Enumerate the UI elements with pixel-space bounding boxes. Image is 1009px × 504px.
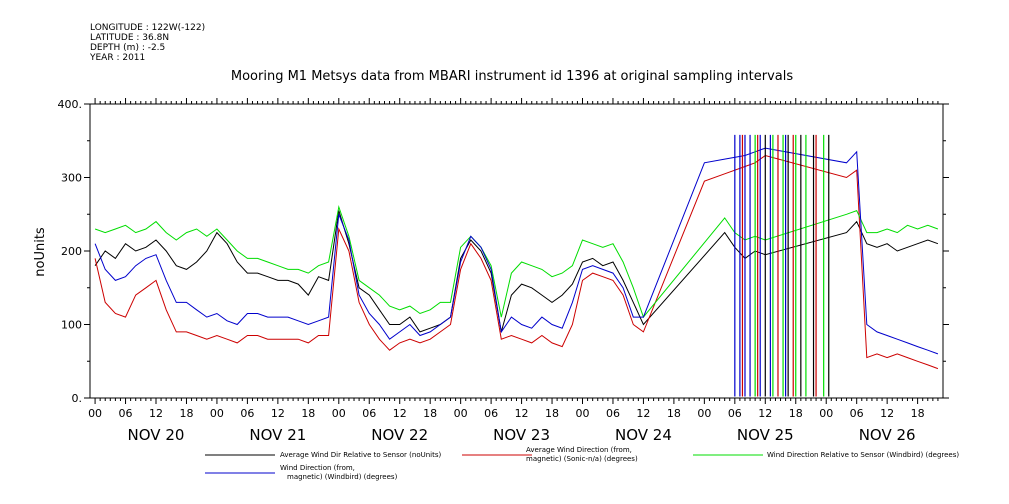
plot-frame — [89, 103, 944, 399]
legend-label-series-3: Wind Direction Relative to Sensor (Windb… — [767, 451, 959, 459]
y-tick-label: 100 — [61, 319, 82, 332]
y-tick-label: 400. — [58, 98, 83, 111]
x-tick-label: 12 — [393, 407, 407, 420]
legend-label-series-4-line2: magnetic) (Windbird) (degrees) — [287, 473, 398, 481]
x-tick-label: 18 — [301, 407, 315, 420]
x-tick-label: 00 — [88, 407, 102, 420]
x-tick-label: 06 — [728, 407, 742, 420]
x-tick-label: 06 — [240, 407, 254, 420]
x-tick-label: 06 — [850, 407, 864, 420]
y-axis-label: noUnits — [33, 227, 48, 277]
x-tick-label: 18 — [789, 407, 803, 420]
series-line-4 — [94, 147, 939, 355]
series-line-1 — [94, 210, 939, 333]
x-tick-label: 12 — [149, 407, 163, 420]
chart-title: Mooring M1 Metsys data from MBARI instru… — [231, 69, 793, 84]
depth-label: DEPTH (m) : -2.5 — [90, 43, 165, 53]
x-tick-label: 00 — [210, 407, 224, 420]
x-day-label: NOV 25 — [737, 426, 794, 444]
x-tick-label: 12 — [880, 407, 894, 420]
x-tick-label: 18 — [911, 407, 925, 420]
x-tick-label: 12 — [758, 407, 772, 420]
longitude-label: LONGITUDE : 122W(-122) — [90, 23, 205, 33]
legend-label-series-2: Average Wind Direction (from, magnetic) … — [526, 446, 638, 463]
tick-labels: 0. 100 200 300 400. 00 06 12 18 00 06 12 18 00 06 12 18 0… — [58, 98, 925, 444]
legend-label-series-1: Average Wind Dir Relative to Sensor (noU… — [280, 451, 441, 459]
series-line-3 — [94, 204, 939, 319]
year-label: YEAR : 2011 — [89, 53, 145, 63]
x-tick-label: 06 — [484, 407, 498, 420]
x-tick-label: 12 — [271, 407, 285, 420]
y-tick-label: 0. — [72, 392, 83, 405]
legend-label-series-2-line2: magnetic) (Sonic-n/a) (degrees) — [526, 455, 638, 463]
x-tick-label: 18 — [667, 407, 681, 420]
x-tick-label: 18 — [179, 407, 193, 420]
series-group — [94, 134, 939, 397]
y-tick-label: 200 — [61, 245, 82, 258]
x-tick-label: 00 — [454, 407, 468, 420]
x-tick-label: 18 — [545, 407, 559, 420]
x-day-label: NOV 22 — [371, 426, 428, 444]
x-tick-label: 06 — [362, 407, 376, 420]
x-tick-label: 18 — [423, 407, 437, 420]
x-day-label: NOV 21 — [249, 426, 306, 444]
x-tick-label: 00 — [819, 407, 833, 420]
x-day-label: NOV 23 — [493, 426, 550, 444]
x-day-label: NOV 26 — [859, 426, 916, 444]
series-line-2 — [94, 154, 939, 370]
x-tick-label: 00 — [697, 407, 711, 420]
legend: Average Wind Dir Relative to Sensor (noU… — [205, 446, 959, 481]
x-tick-label: 06 — [119, 407, 133, 420]
x-tick-label: 00 — [332, 407, 346, 420]
axis-ticks — [84, 98, 949, 404]
legend-label-series-2-line1: Average Wind Direction (from, — [526, 446, 632, 454]
x-tick-label: 00 — [576, 407, 590, 420]
y-tick-label: 300 — [61, 172, 82, 185]
x-tick-label: 12 — [636, 407, 650, 420]
legend-label-series-4: Wind Direction (from, magnetic) (Windbir… — [280, 464, 398, 481]
x-day-label: NOV 20 — [128, 426, 185, 444]
x-tick-label: 06 — [606, 407, 620, 420]
latitude-label: LATITUDE : 36.8N — [90, 33, 169, 43]
x-tick-label: 12 — [515, 407, 529, 420]
legend-label-series-4-line1: Wind Direction (from, — [280, 464, 355, 472]
x-day-label: NOV 24 — [615, 426, 672, 444]
